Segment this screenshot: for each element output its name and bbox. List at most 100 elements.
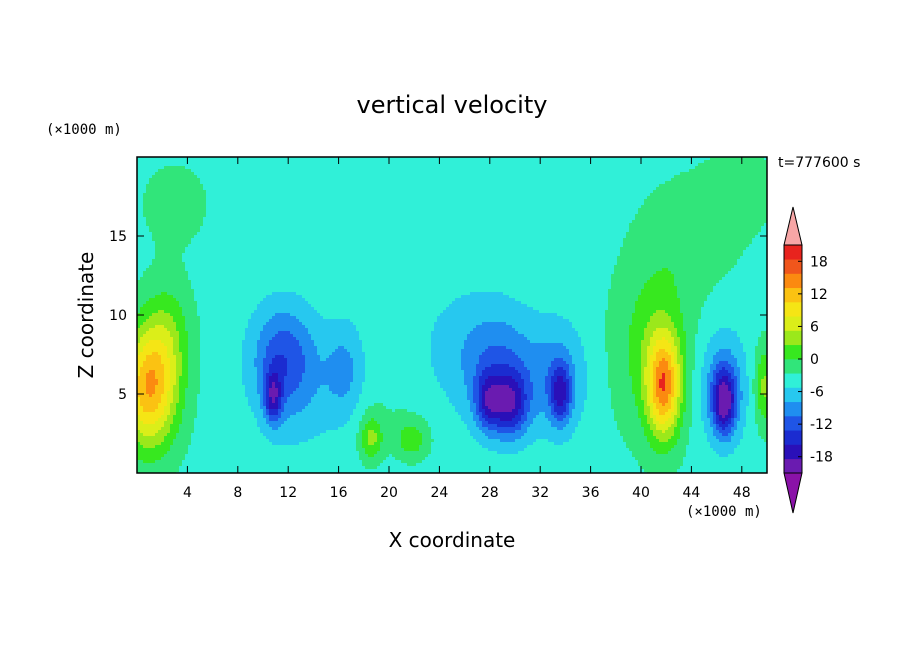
field-cell (233, 163, 237, 167)
field-cell (173, 196, 177, 200)
field-cell (329, 196, 333, 200)
field-cell (314, 223, 318, 227)
field-cell (482, 199, 486, 203)
field-cell (674, 193, 678, 197)
field-cell (602, 157, 606, 161)
field-cell (194, 196, 198, 200)
field-cell (518, 190, 522, 194)
field-cell (275, 163, 279, 167)
field-cell (137, 166, 141, 170)
field-cell (455, 226, 459, 230)
field-cell (386, 208, 390, 212)
field-cell (671, 190, 675, 194)
field-cell (710, 208, 714, 212)
field-cell (503, 196, 507, 200)
field-cell (461, 190, 465, 194)
field-cell (740, 214, 744, 218)
field-cell (329, 160, 333, 164)
field-cell (308, 220, 312, 224)
field-cell (485, 184, 489, 188)
field-cell (137, 193, 141, 197)
field-cell (467, 202, 471, 206)
field-cell (476, 214, 480, 218)
field-cell (377, 169, 381, 173)
field-cell (602, 169, 606, 173)
field-cell (428, 208, 432, 212)
field-cell (518, 211, 522, 215)
field-cell (416, 202, 420, 206)
field-cell (680, 160, 684, 164)
field-cell (533, 184, 537, 188)
field-cell (710, 172, 714, 176)
field-cell (353, 220, 357, 224)
field-cell (200, 178, 204, 182)
field-cell (701, 217, 705, 221)
field-cell (740, 166, 744, 170)
field-cell (524, 181, 528, 185)
field-cell (650, 190, 654, 194)
field-cell (257, 226, 261, 230)
field-cell (590, 193, 594, 197)
field-cell (428, 211, 432, 215)
field-cell (641, 214, 645, 218)
field-cell (374, 190, 378, 194)
field-cell (584, 202, 588, 206)
field-cell (755, 169, 759, 173)
field-cell (179, 184, 183, 188)
field-cell (380, 208, 384, 212)
field-cell (749, 181, 753, 185)
field-cell (647, 217, 651, 221)
field-cell (725, 190, 729, 194)
field-cell (449, 166, 453, 170)
field-cell (302, 226, 306, 230)
field-cell (191, 223, 195, 227)
field-cell (305, 169, 309, 173)
field-cell (143, 190, 147, 194)
field-cell (524, 160, 528, 164)
field-cell (431, 223, 435, 227)
field-cell (731, 160, 735, 164)
field-cell (479, 175, 483, 179)
field-cell (638, 223, 642, 227)
field-cell (311, 184, 315, 188)
field-cell (272, 178, 276, 182)
field-cell (257, 208, 261, 212)
field-cell (146, 169, 150, 173)
field-cell (197, 160, 201, 164)
field-cell (752, 157, 756, 161)
field-cell (440, 190, 444, 194)
field-cell (212, 205, 216, 209)
field-cell (455, 184, 459, 188)
field-cell (494, 199, 498, 203)
field-cell (326, 199, 330, 203)
field-cell (548, 160, 552, 164)
field-cell (488, 223, 492, 227)
field-cell (563, 217, 567, 221)
field-cell (662, 169, 666, 173)
field-cell (614, 196, 618, 200)
field-cell (599, 175, 603, 179)
field-cell (188, 178, 192, 182)
field-cell (389, 160, 393, 164)
field-cell (749, 187, 753, 191)
field-cell (290, 181, 294, 185)
field-cell (188, 166, 192, 170)
field-cell (452, 175, 456, 179)
field-cell (554, 169, 558, 173)
field-cell (293, 202, 297, 206)
field-cell (512, 226, 516, 230)
field-cell (620, 181, 624, 185)
field-cell (257, 214, 261, 218)
field-cell (176, 226, 180, 230)
field-cell (389, 163, 393, 167)
field-cell (440, 199, 444, 203)
field-cell (443, 163, 447, 167)
field-cell (626, 190, 630, 194)
field-cell (539, 199, 543, 203)
field-cell (425, 220, 429, 224)
field-cell (665, 199, 669, 203)
field-cell (689, 205, 693, 209)
field-cell (494, 160, 498, 164)
field-cell (347, 190, 351, 194)
field-cell (398, 157, 402, 161)
